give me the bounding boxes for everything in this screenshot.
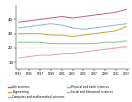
Legend: Life sciences, Engineering, Computer and mathematical sciences, Physical and ear: Life sciences, Engineering, Computer and…	[8, 85, 113, 99]
